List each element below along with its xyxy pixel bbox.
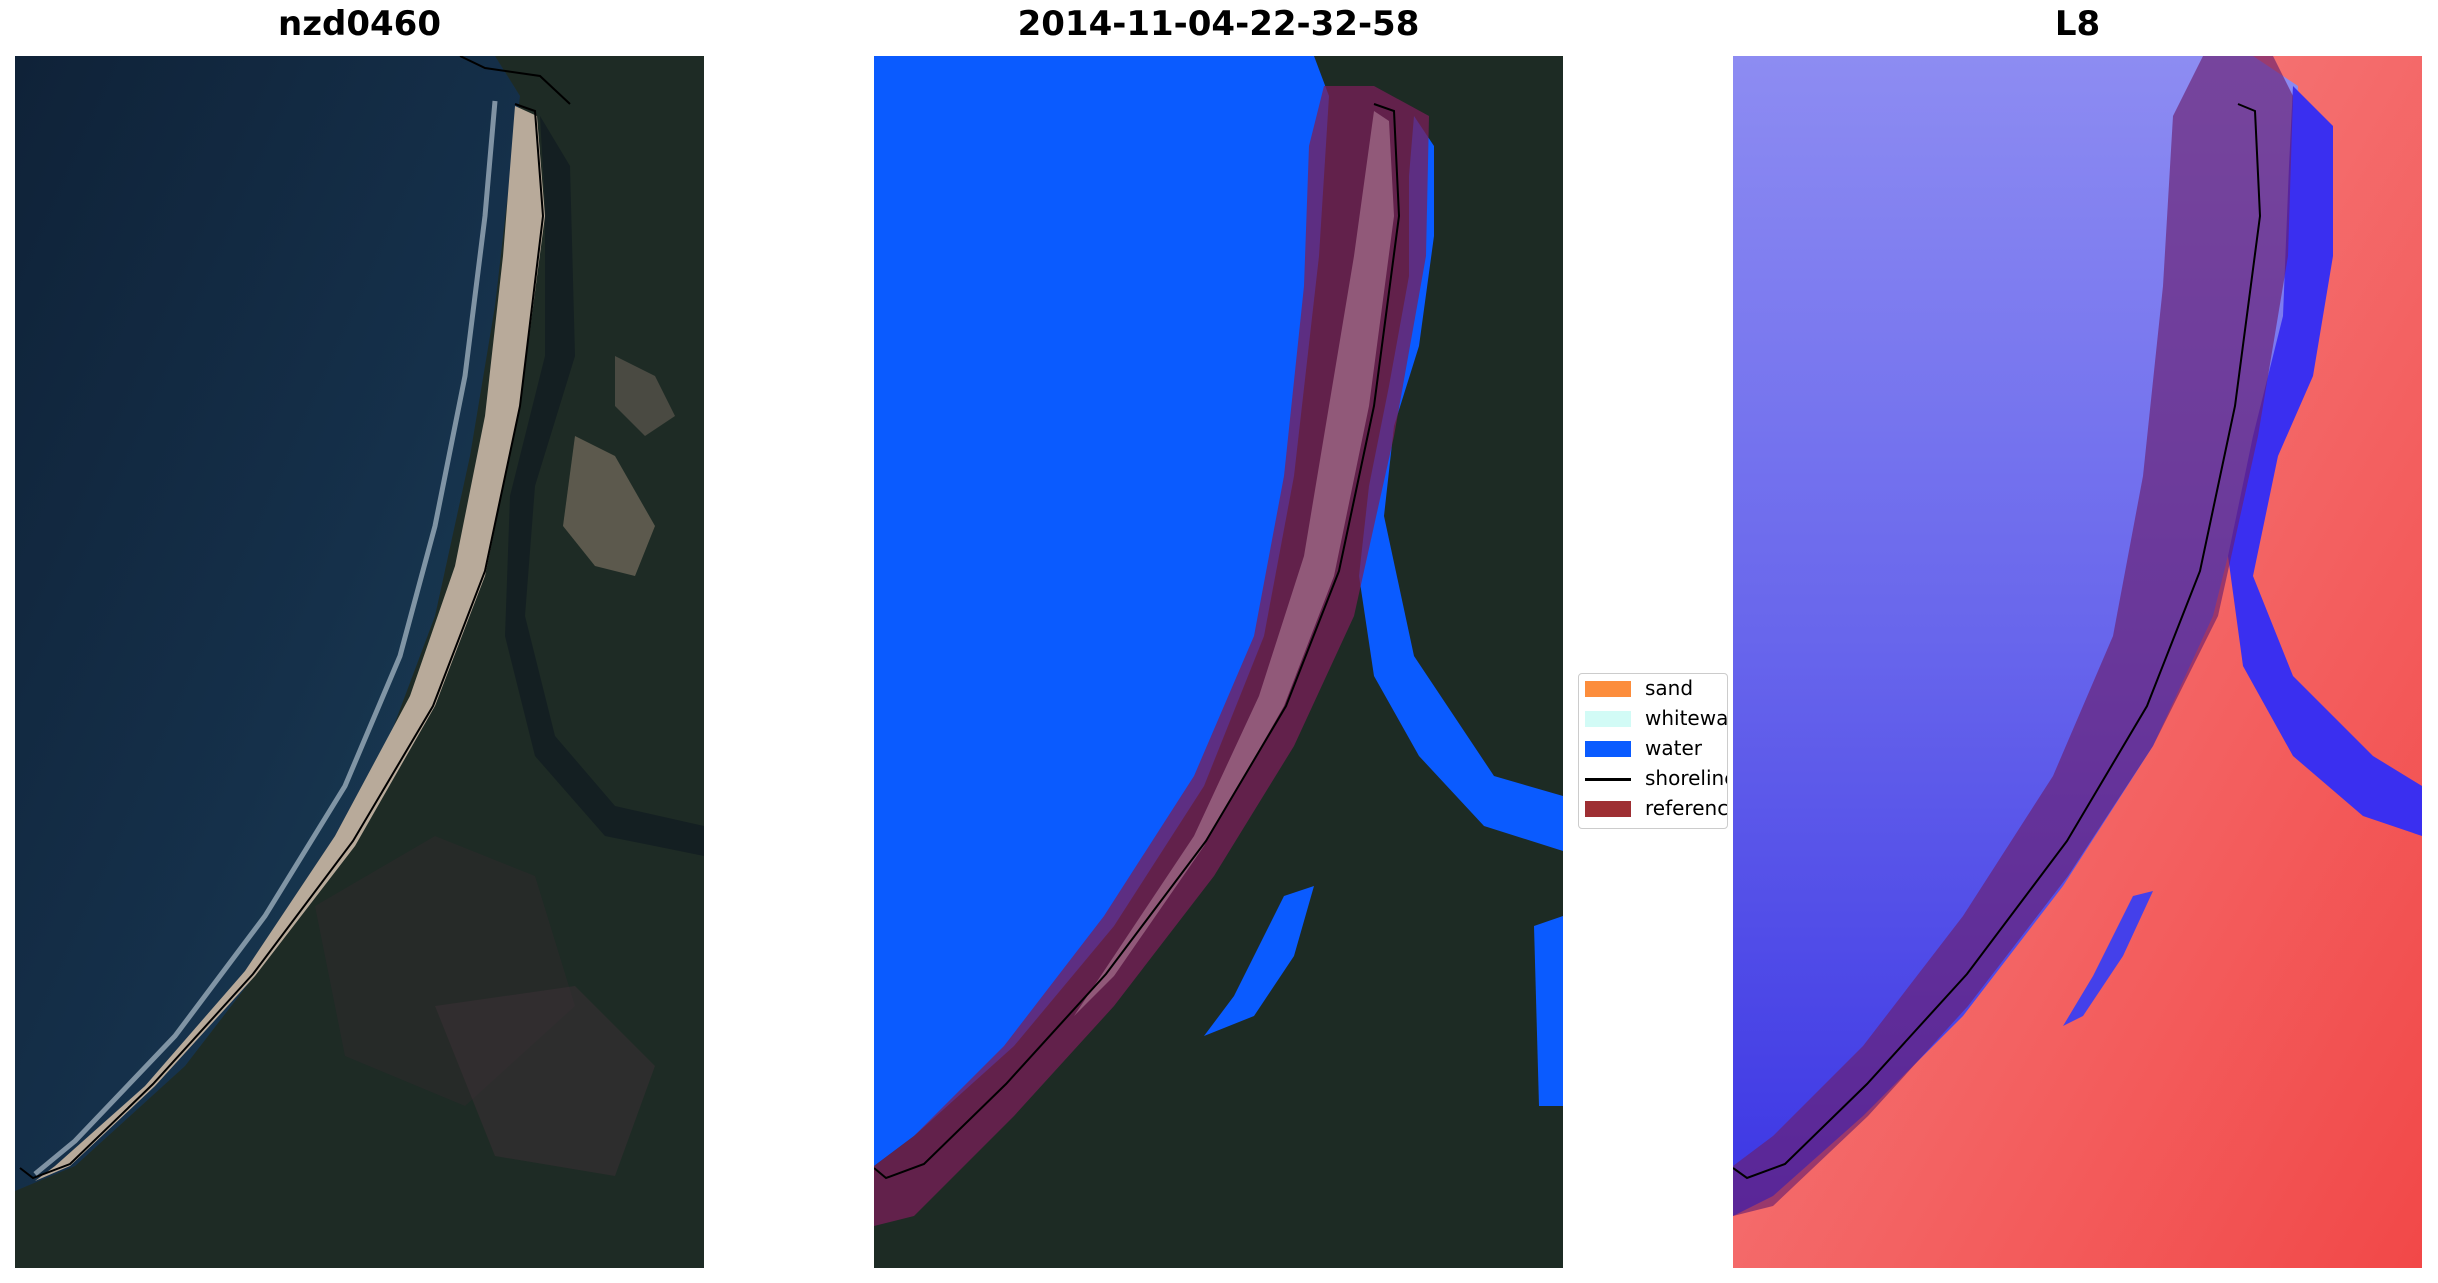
panel-title-index: L8 bbox=[2054, 4, 2101, 44]
rgb-satellite-panel bbox=[15, 56, 704, 1268]
classification-image bbox=[874, 56, 1563, 1268]
index-image bbox=[1733, 56, 2422, 1268]
legend-label-shoreline: shoreline bbox=[1645, 766, 1728, 790]
sand-swatch bbox=[1585, 681, 1631, 697]
water-swatch bbox=[1585, 741, 1631, 757]
legend-item-water: water bbox=[1579, 734, 1727, 762]
legend-item-whitewater: whitewater bbox=[1579, 704, 1728, 732]
index-panel bbox=[1733, 56, 2422, 1268]
shoreline-line-swatch bbox=[1585, 778, 1631, 781]
legend-label-sand: sand bbox=[1645, 676, 1694, 700]
legend-item-sand: sand bbox=[1579, 674, 1727, 702]
classification-panel bbox=[874, 56, 1563, 1268]
panel-title-classification: 2014-11-04-22-32-58 bbox=[1017, 4, 1420, 44]
legend: sand whitewater water shoreline referenc… bbox=[1578, 673, 1728, 829]
whitewater-swatch bbox=[1585, 711, 1631, 727]
legend-item-shoreline: shoreline bbox=[1579, 764, 1728, 792]
legend-label-water: water bbox=[1645, 736, 1702, 760]
legend-label-reference: reference bbox=[1645, 796, 1728, 820]
reference-swatch bbox=[1585, 801, 1631, 817]
panel-title-rgb: nzd0460 bbox=[278, 4, 441, 44]
legend-item-reference: reference bbox=[1579, 794, 1728, 822]
rgb-satellite-image bbox=[15, 56, 704, 1268]
legend-label-whitewater: whitewater bbox=[1645, 706, 1728, 730]
